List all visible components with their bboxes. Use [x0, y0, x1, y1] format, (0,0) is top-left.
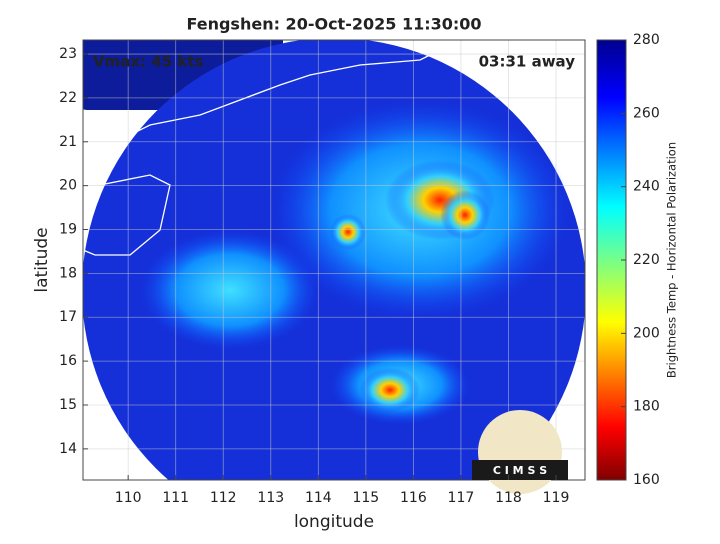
y-tick-label: 21 — [59, 134, 77, 150]
colorbar-tick-label: 160 — [633, 472, 660, 488]
x-axis-label: longitude — [294, 512, 374, 532]
y-tick-label: 22 — [59, 90, 77, 106]
vmax-annotation: Vmax: 45 kts — [93, 53, 203, 71]
colorbar-tick-label: 180 — [633, 399, 660, 415]
x-tick-label: 119 — [543, 490, 570, 506]
colorbar-label: Brightness Temp - Horizontal Polarizatio… — [665, 142, 679, 378]
y-tick-label: 17 — [59, 309, 77, 325]
colorbar-tick-label: 220 — [633, 252, 660, 268]
y-tick-label: 16 — [59, 353, 77, 369]
x-tick-label: 112 — [210, 490, 237, 506]
y-tick-label: 19 — [59, 222, 77, 238]
satellite-image — [83, 40, 585, 480]
y-tick-label: 15 — [59, 397, 77, 413]
time-annotation: 03:31 away — [479, 53, 576, 71]
y-tick-label: 23 — [59, 46, 77, 62]
y-tick-label: 18 — [59, 265, 77, 281]
x-tick-label: 117 — [448, 490, 475, 506]
x-tick-label: 113 — [257, 490, 284, 506]
colorbar-tick-label: 260 — [633, 105, 660, 121]
y-tick-label: 20 — [59, 178, 77, 194]
x-tick-label: 115 — [352, 490, 379, 506]
x-tick-label: 118 — [495, 490, 522, 506]
logo-text: C I M S S — [493, 464, 547, 477]
logo: C I M S S — [472, 410, 568, 494]
x-tick-label: 114 — [305, 490, 332, 506]
colorbar-tick-label: 280 — [633, 32, 660, 48]
colorbar-tick-label: 240 — [633, 179, 660, 195]
grid — [83, 40, 585, 480]
title: Fengshen: 20-Oct-2025 11:30:00 — [186, 15, 481, 34]
y-tick-label: 14 — [59, 441, 77, 457]
y-axis-label: latitude — [32, 227, 52, 292]
plot-frame — [82, 39, 586, 481]
x-tick-label: 111 — [162, 490, 189, 506]
x-tick-label: 116 — [400, 490, 427, 506]
x-tick-label: 110 — [115, 490, 142, 506]
colorbar-tick-label: 200 — [633, 325, 660, 341]
